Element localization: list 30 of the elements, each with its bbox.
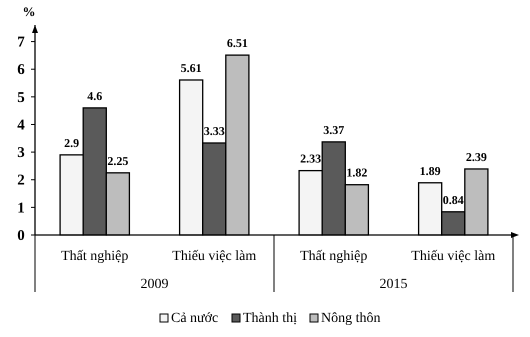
y-tick-label: 0 <box>17 228 25 244</box>
data-label: 0.84 <box>442 192 464 207</box>
data-label: 2.25 <box>107 154 128 168</box>
x-tick-label: Thất nghiệp <box>300 249 368 264</box>
text: 2009 <box>140 277 168 292</box>
y-tick-label: 1 <box>17 200 25 216</box>
data-label: 2.39 <box>466 150 487 164</box>
text: 2015 <box>380 277 408 292</box>
data-label: 3.33 <box>204 124 225 138</box>
data-label: 5.61 <box>180 60 202 75</box>
data-label: 2.33 <box>300 152 322 166</box>
legend-label: Nông thôn <box>321 311 380 326</box>
y-tick-label: 6 <box>17 62 26 78</box>
data-label: 6.51 <box>226 36 248 50</box>
y-tick-label: 7 <box>17 34 26 51</box>
x-tick-label: Thiếu việc làm <box>172 249 256 264</box>
y-tick-label: 3 <box>17 145 25 162</box>
y-axis-title: % <box>22 4 36 19</box>
y-tick-label: 4 <box>17 117 26 134</box>
data-label: 3.37 <box>323 122 344 137</box>
legend-label: Cả nước <box>171 311 218 326</box>
x-tick-label: Thất nghiệp <box>61 249 128 264</box>
legend-label: Thành thị <box>243 311 298 326</box>
data-label: 4.6 <box>87 88 102 103</box>
data-label: 2.9 <box>64 136 80 150</box>
y-tick-label: 2 <box>17 172 25 189</box>
x-tick-label: Thiếu việc làm <box>411 249 496 264</box>
y-tick-label: 5 <box>17 90 25 106</box>
data-label: 1.89 <box>420 164 441 178</box>
data-label: 1.82 <box>346 166 368 180</box>
